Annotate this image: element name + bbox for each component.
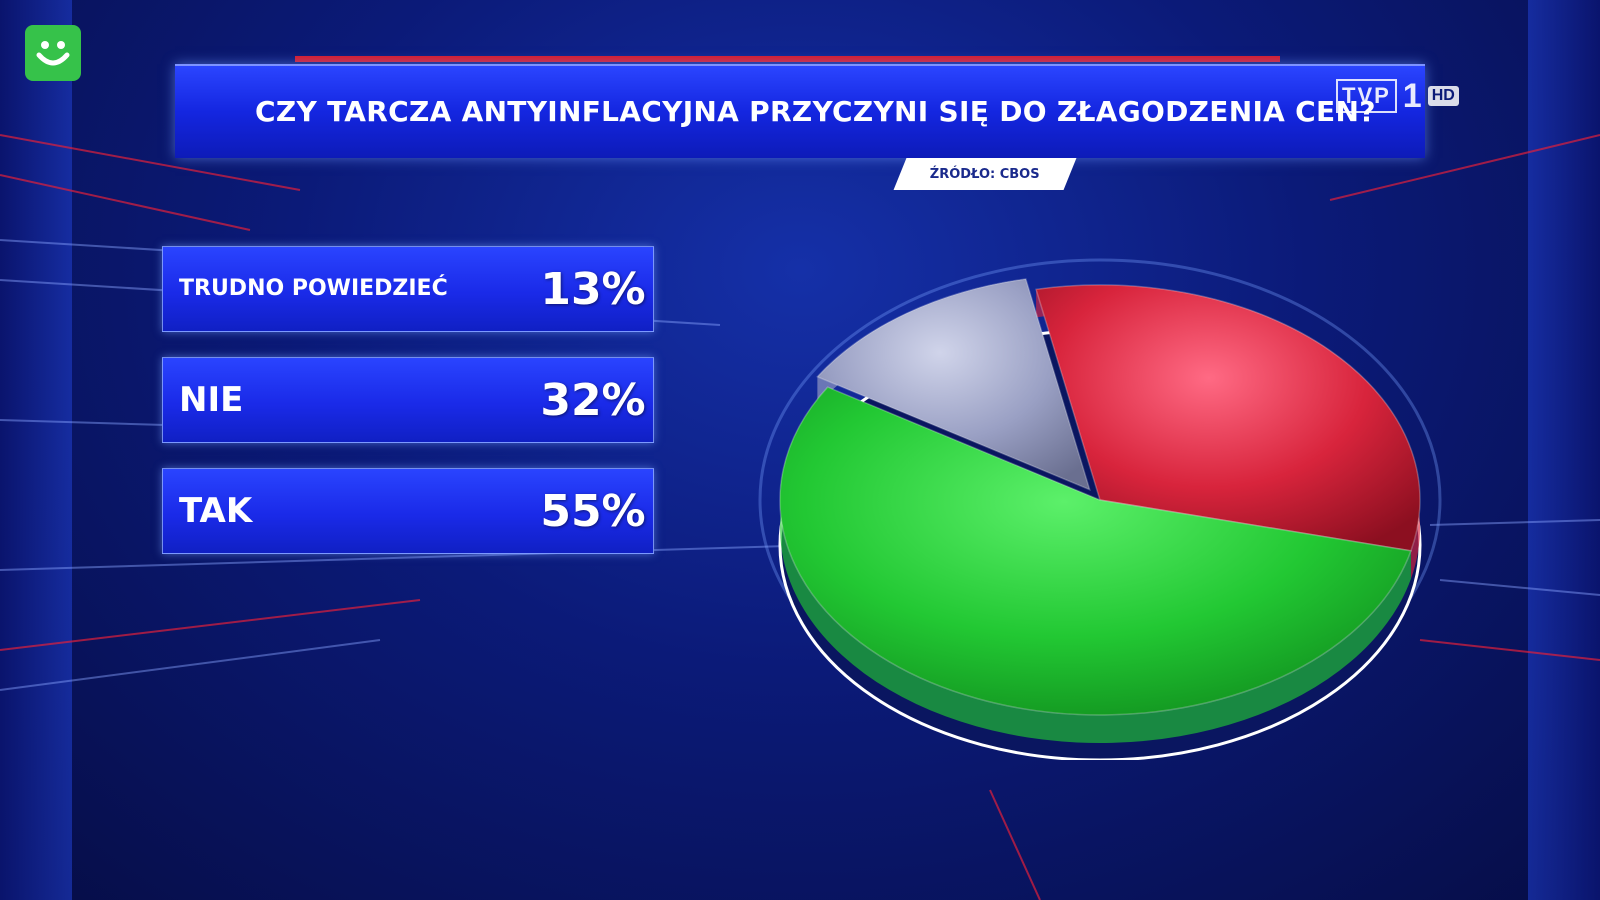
legend-value: 55%	[540, 485, 646, 537]
chart-title: CZY TARCZA ANTYINFLACYJNA PRZYCZYNI SIĘ …	[255, 95, 1376, 128]
pie-slice-tak	[779, 386, 1412, 716]
tvp-logo: TVP 1 HD	[1336, 76, 1459, 115]
title-accent-strip	[295, 56, 1280, 62]
legend-row-tak: TAK 55%	[162, 468, 654, 554]
logo-brand: TVP	[1336, 79, 1397, 113]
title-bar: CZY TARCZA ANTYINFLACYJNA PRZYCZYNI SIĘ …	[175, 64, 1425, 158]
legend-row-nie: NIE 32%	[162, 357, 654, 443]
source-tag: ŹRÓDŁO: CBOS	[893, 158, 1077, 190]
legend-label: TRUDNO POWIEDZIEĆ	[179, 276, 448, 301]
logo-number: 1	[1402, 76, 1422, 115]
source-label: ŹRÓDŁO: CBOS	[930, 166, 1040, 182]
legend-value: 32%	[540, 374, 646, 426]
legend-value: 13%	[540, 263, 646, 315]
channel-icon	[25, 25, 81, 81]
legend-label: TAK	[179, 491, 253, 531]
logo-hd-badge: HD	[1427, 86, 1459, 106]
legend-row-trudno: TRUDNO POWIEDZIEĆ 13%	[162, 246, 654, 332]
pie-chart	[758, 258, 1442, 760]
pie-slice-trudno	[816, 278, 1091, 491]
left-side-panel	[0, 0, 72, 900]
legend-label: NIE	[179, 380, 244, 420]
pie-slice-nie	[1035, 284, 1421, 552]
